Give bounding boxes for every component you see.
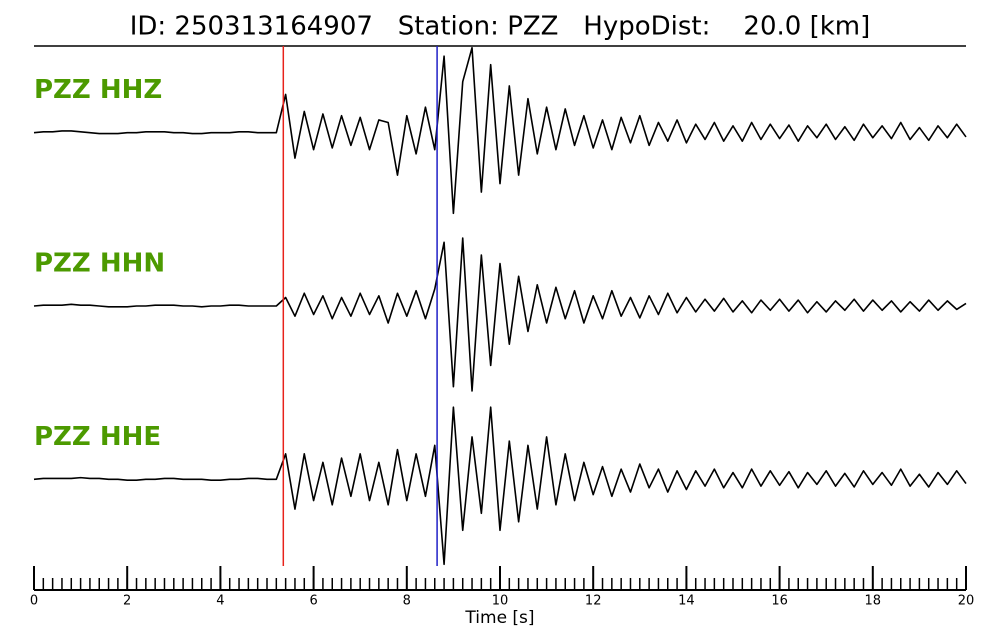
x-tick-label: 16: [771, 594, 788, 609]
x-tick-label: 20: [958, 594, 975, 609]
chart-title: ID: 250313164907 Station: PZZ HypoDist: …: [130, 12, 871, 42]
waveform: [33, 46, 967, 215]
trace-label: PZZ HHE: [34, 422, 161, 452]
x-tick-label: 12: [585, 594, 602, 609]
x-tick-label: 10: [492, 594, 509, 609]
x-tick-label: 2: [123, 594, 131, 609]
x-tick-label: 14: [678, 594, 695, 609]
x-tick-label: 0: [30, 594, 38, 609]
x-tick-label: 4: [216, 594, 224, 609]
waveform: [33, 406, 967, 566]
trace-label: PZZ HHN: [34, 249, 165, 279]
trace-label: PZZ HHZ: [34, 75, 162, 105]
x-axis-label: Time [s]: [464, 608, 534, 628]
x-tick-label: 8: [403, 594, 411, 609]
waveform: [33, 237, 967, 392]
x-tick-label: 6: [309, 594, 317, 609]
x-tick-label: 18: [865, 594, 882, 609]
